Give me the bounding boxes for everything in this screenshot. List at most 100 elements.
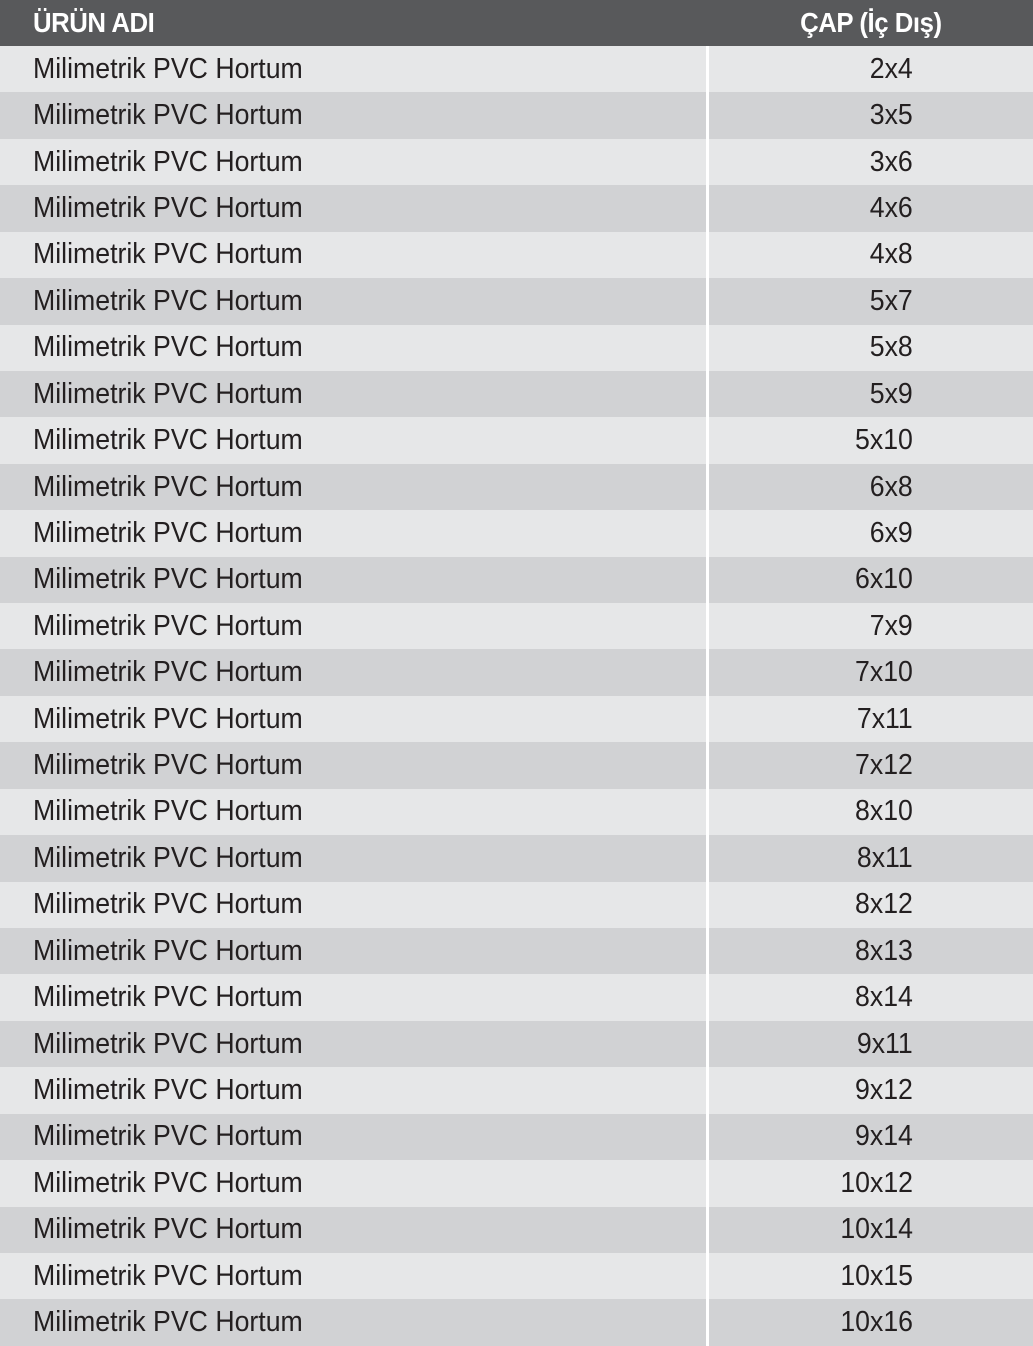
diameter-value: 9x12 [855, 1073, 913, 1106]
product-name: Milimetrik PVC Hortum [33, 377, 303, 410]
diameter-cell: 7x9 [709, 603, 1033, 650]
product-name-cell: Milimetrik PVC Hortum [0, 92, 706, 139]
diameter-cell: 5x9 [709, 370, 1033, 418]
product-name-cell: Milimetrik PVC Hortum [0, 603, 706, 650]
product-name: Milimetrik PVC Hortum [33, 145, 303, 178]
diameter-cell: 5x7 [709, 278, 1033, 325]
diameter-cell: 6x8 [709, 463, 1033, 511]
product-name-cell: Milimetrik PVC Hortum [0, 463, 706, 511]
diameter-cell: 8x12 [709, 881, 1033, 929]
diameter-cell: 2x4 [709, 46, 1033, 93]
diameter-cell: 5x10 [709, 417, 1033, 464]
table-row: Milimetrik PVC Hortum 7x10 [0, 649, 1033, 696]
diameter-value: 7x10 [855, 656, 913, 689]
diameter-value: 6x9 [869, 516, 913, 549]
diameter-cell: 3x6 [709, 138, 1033, 186]
product-name: Milimetrik PVC Hortum [33, 656, 303, 689]
diameter-value: 4x8 [869, 238, 913, 271]
table-row: Milimetrik PVC Hortum 6x9 [0, 510, 1033, 557]
diameter-cell: 4x6 [709, 185, 1033, 232]
table-row: Milimetrik PVC Hortum 10x16 [0, 1299, 1033, 1346]
diameter-value: 3x6 [869, 145, 913, 178]
table-row: Milimetrik PVC Hortum 5x9 [0, 370, 1033, 418]
header-product-name: ÜRÜN ADI [0, 0, 706, 46]
table-row: Milimetrik PVC Hortum 10x15 [0, 1252, 1033, 1300]
product-name-cell: Milimetrik PVC Hortum [0, 185, 706, 232]
product-name-cell: Milimetrik PVC Hortum [0, 649, 706, 696]
header-diameter-text: ÇAP (İç Dış) [800, 7, 942, 38]
product-name-cell: Milimetrik PVC Hortum [0, 1067, 706, 1114]
diameter-value: 8x12 [855, 888, 913, 921]
diameter-value: 8x13 [855, 934, 913, 967]
diameter-value: 5x8 [869, 331, 913, 364]
table-row: Milimetrik PVC Hortum 8x12 [0, 881, 1033, 929]
product-name-cell: Milimetrik PVC Hortum [0, 138, 706, 186]
product-name: Milimetrik PVC Hortum [33, 1213, 303, 1246]
diameter-cell: 6x9 [709, 510, 1033, 557]
product-name-cell: Milimetrik PVC Hortum [0, 1206, 706, 1253]
product-name: Milimetrik PVC Hortum [33, 1120, 303, 1153]
table-row: Milimetrik PVC Hortum 3x6 [0, 138, 1033, 186]
product-name: Milimetrik PVC Hortum [33, 1306, 303, 1339]
diameter-value: 5x9 [869, 377, 913, 410]
table-row: Milimetrik PVC Hortum 4x8 [0, 231, 1033, 279]
product-name-cell: Milimetrik PVC Hortum [0, 1299, 706, 1346]
product-name-cell: Milimetrik PVC Hortum [0, 1160, 706, 1207]
diameter-value: 8x10 [855, 795, 913, 828]
diameter-cell: 10x16 [709, 1299, 1033, 1346]
table-header: ÜRÜN ADI ÇAP (İç Dış) [0, 0, 1033, 46]
product-name: Milimetrik PVC Hortum [33, 424, 303, 457]
product-name: Milimetrik PVC Hortum [33, 934, 303, 967]
diameter-cell: 7x10 [709, 649, 1033, 696]
product-name-cell: Milimetrik PVC Hortum [0, 231, 706, 279]
diameter-cell: 7x12 [709, 742, 1033, 789]
product-name: Milimetrik PVC Hortum [33, 749, 303, 782]
table-row: Milimetrik PVC Hortum 6x8 [0, 463, 1033, 511]
product-name: Milimetrik PVC Hortum [33, 1259, 303, 1292]
product-name-cell: Milimetrik PVC Hortum [0, 928, 706, 975]
diameter-value: 5x10 [855, 424, 913, 457]
product-name-cell: Milimetrik PVC Hortum [0, 370, 706, 418]
diameter-cell: 10x15 [709, 1252, 1033, 1300]
product-name: Milimetrik PVC Hortum [33, 284, 303, 317]
table-row: Milimetrik PVC Hortum 2x4 [0, 46, 1033, 93]
diameter-cell: 9x12 [709, 1067, 1033, 1114]
product-name: Milimetrik PVC Hortum [33, 1166, 303, 1199]
diameter-cell: 9x14 [709, 1113, 1033, 1161]
table-row: Milimetrik PVC Hortum 5x8 [0, 324, 1033, 371]
product-name: Milimetrik PVC Hortum [33, 191, 303, 224]
product-name: Milimetrik PVC Hortum [33, 702, 303, 735]
product-name-cell: Milimetrik PVC Hortum [0, 742, 706, 789]
product-name-cell: Milimetrik PVC Hortum [0, 695, 706, 743]
diameter-value: 9x11 [857, 1027, 913, 1060]
product-name-cell: Milimetrik PVC Hortum [0, 417, 706, 464]
diameter-value: 5x7 [869, 284, 913, 317]
table-row: Milimetrik PVC Hortum 8x13 [0, 928, 1033, 975]
product-name-cell: Milimetrik PVC Hortum [0, 1020, 706, 1068]
table-row: Milimetrik PVC Hortum 7x12 [0, 742, 1033, 789]
diameter-value: 7x11 [857, 702, 913, 735]
diameter-value: 2x4 [869, 52, 913, 85]
diameter-value: 6x10 [855, 563, 913, 596]
table-row: Milimetrik PVC Hortum 10x12 [0, 1160, 1033, 1207]
product-name: Milimetrik PVC Hortum [33, 52, 303, 85]
diameter-value: 4x6 [869, 191, 913, 224]
table-row: Milimetrik PVC Hortum 4x6 [0, 185, 1033, 232]
table-row: Milimetrik PVC Hortum 9x14 [0, 1113, 1033, 1161]
product-name: Milimetrik PVC Hortum [33, 99, 303, 132]
product-name-cell: Milimetrik PVC Hortum [0, 881, 706, 929]
table-row: Milimetrik PVC Hortum 3x5 [0, 92, 1033, 139]
diameter-cell: 6x10 [709, 556, 1033, 604]
product-name-cell: Milimetrik PVC Hortum [0, 788, 706, 836]
product-name: Milimetrik PVC Hortum [33, 1073, 303, 1106]
diameter-value: 9x14 [855, 1120, 913, 1153]
diameter-value: 8x11 [857, 841, 913, 874]
product-name-cell: Milimetrik PVC Hortum [0, 324, 706, 371]
diameter-cell: 3x5 [709, 92, 1033, 139]
diameter-cell: 8x11 [709, 835, 1033, 882]
diameter-value: 10x16 [840, 1306, 913, 1339]
table-row: Milimetrik PVC Hortum 7x11 [0, 695, 1033, 743]
diameter-cell: 8x14 [709, 974, 1033, 1021]
diameter-value: 10x12 [840, 1166, 913, 1199]
product-name-cell: Milimetrik PVC Hortum [0, 974, 706, 1021]
